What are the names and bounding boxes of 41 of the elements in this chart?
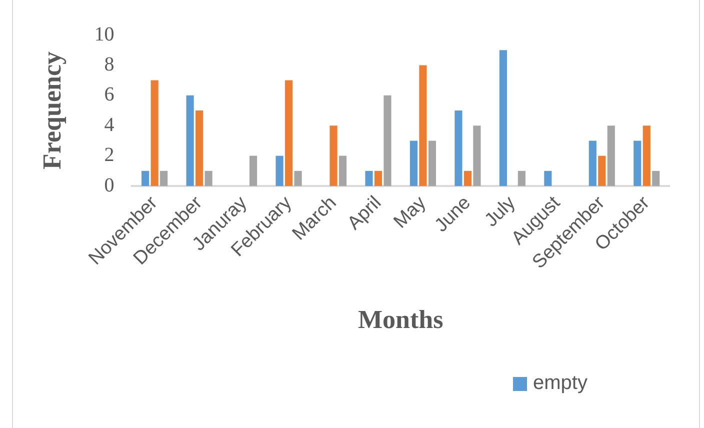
bar bbox=[196, 110, 204, 186]
y-tick-label: 6 bbox=[104, 84, 114, 106]
bar bbox=[284, 80, 293, 186]
y-tick-label: 8 bbox=[104, 53, 114, 76]
bar bbox=[142, 170, 150, 186]
bar bbox=[204, 170, 212, 186]
bar bbox=[607, 126, 615, 186]
bar bbox=[634, 140, 642, 186]
bar bbox=[365, 170, 373, 186]
bar bbox=[464, 170, 472, 186]
y-tick-label: 0 bbox=[104, 174, 114, 196]
legend-label: empty bbox=[533, 372, 588, 395]
bar bbox=[338, 156, 347, 186]
bar bbox=[544, 170, 552, 186]
bar bbox=[249, 156, 258, 186]
x-tick-label: May bbox=[390, 192, 431, 233]
bar bbox=[642, 126, 650, 186]
y-tick-label: 10 bbox=[94, 23, 114, 46]
bar bbox=[384, 95, 392, 186]
bar bbox=[473, 126, 481, 186]
bar bbox=[150, 80, 158, 186]
bar bbox=[454, 110, 462, 186]
bar bbox=[330, 126, 338, 186]
y-tick-label: 2 bbox=[104, 144, 114, 166]
bar bbox=[499, 50, 507, 186]
x-axis-title: Months bbox=[358, 305, 444, 334]
x-tick-label: July bbox=[480, 192, 520, 232]
bar bbox=[186, 95, 194, 186]
bar bbox=[518, 170, 526, 186]
bar bbox=[652, 170, 660, 186]
bar bbox=[598, 156, 606, 186]
bar bbox=[419, 65, 427, 186]
bar bbox=[276, 156, 284, 186]
bar bbox=[374, 170, 382, 186]
bar bbox=[588, 140, 596, 186]
y-axis-title: Frequency bbox=[37, 52, 66, 170]
bar bbox=[410, 140, 418, 186]
y-tick-label: 4 bbox=[104, 114, 114, 136]
bar bbox=[428, 140, 436, 186]
bar bbox=[160, 170, 168, 186]
bar bbox=[294, 170, 302, 186]
